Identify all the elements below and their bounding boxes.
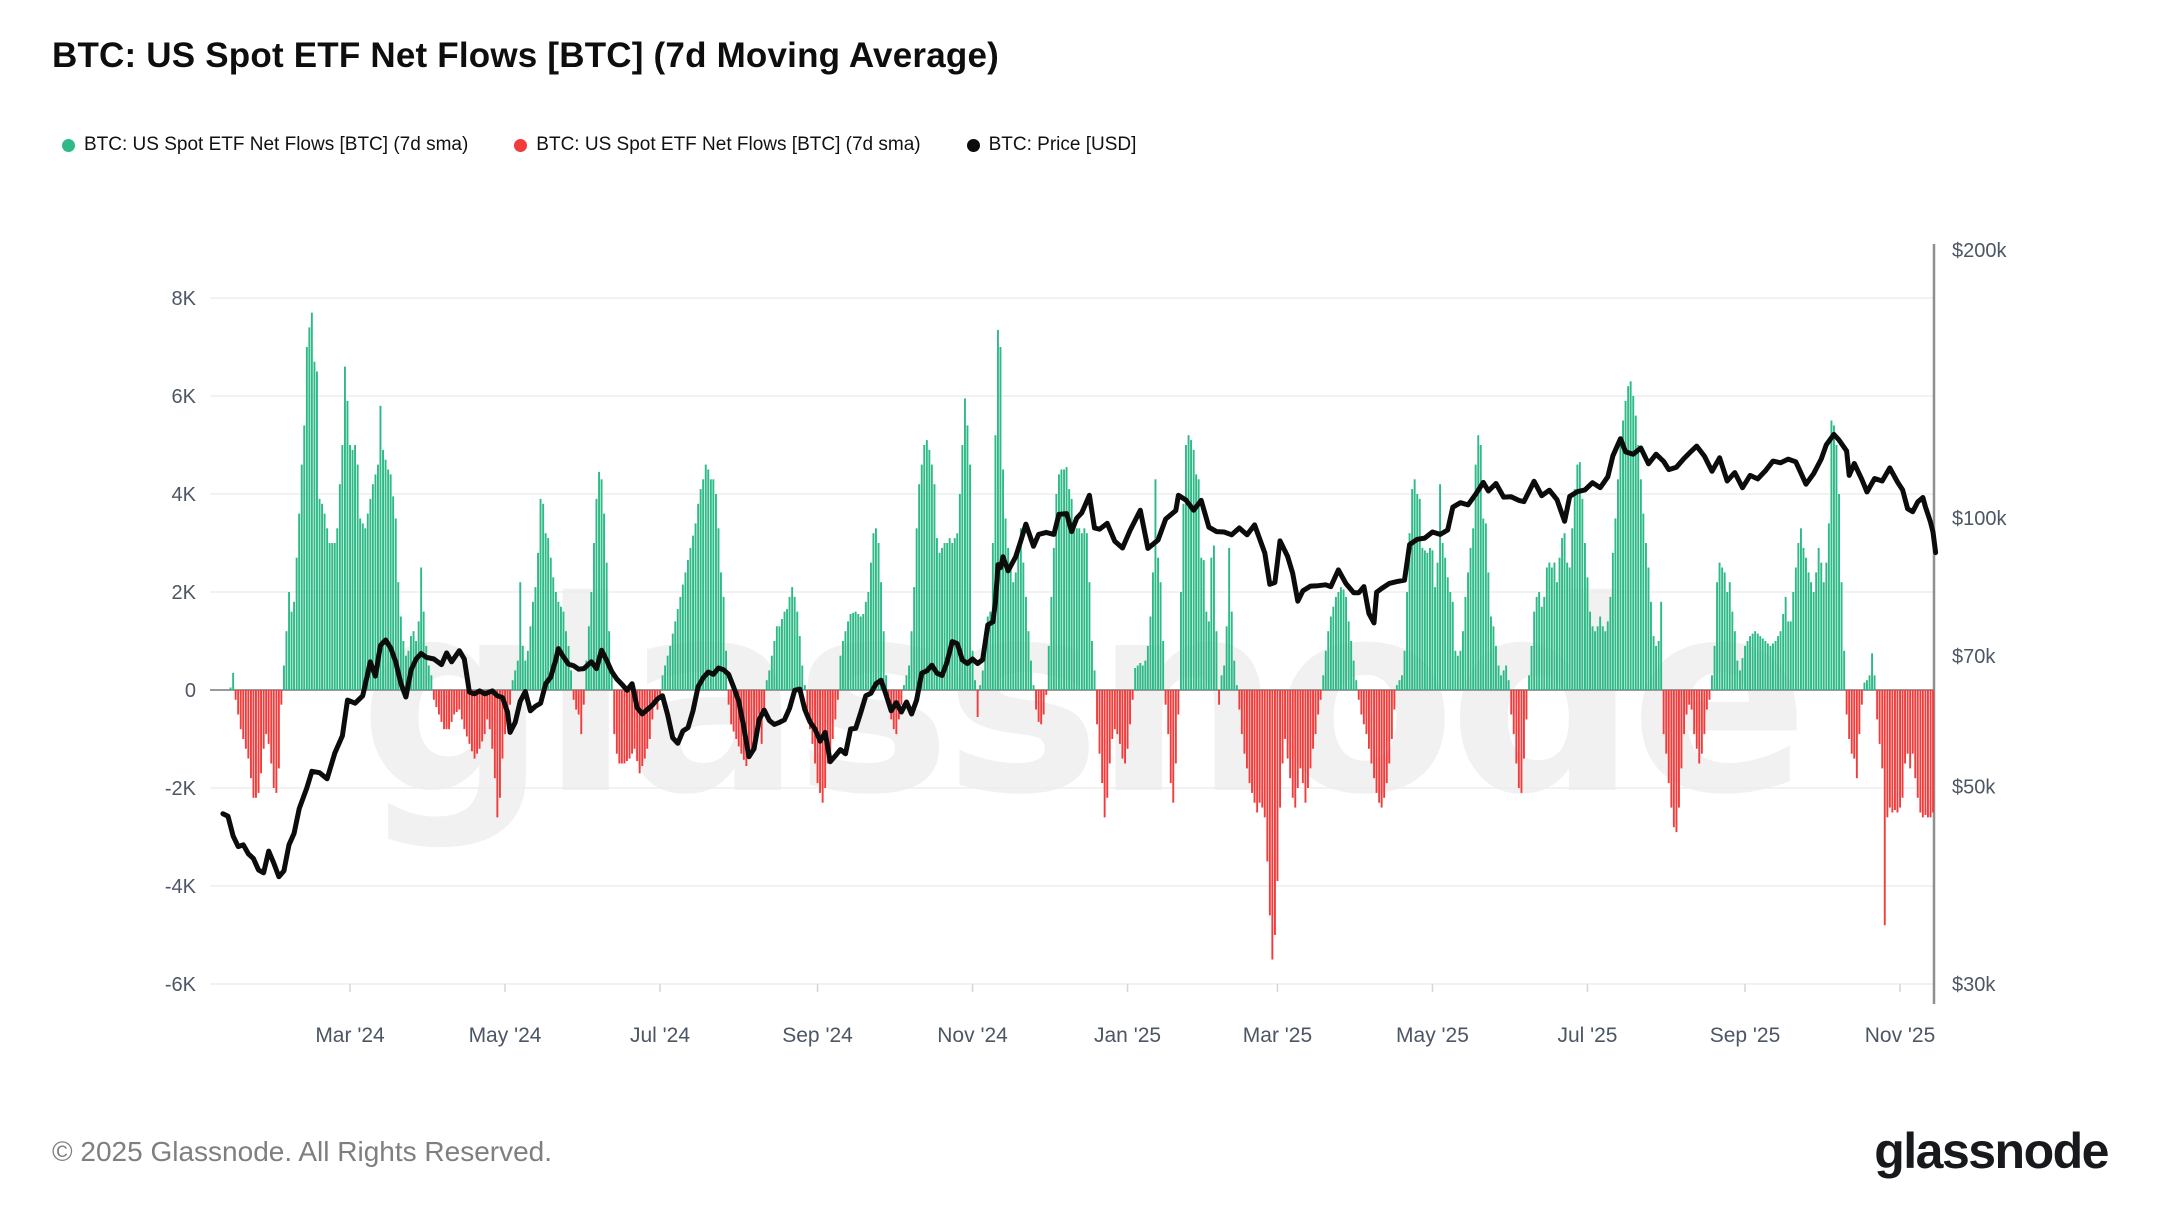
y-left-tick-label: -2K bbox=[165, 778, 197, 800]
y-left-tick-label: 4K bbox=[172, 484, 197, 506]
y-right-tick-label: $50k bbox=[1952, 776, 1996, 798]
x-axis-tick-label: Sep '25 bbox=[1710, 1024, 1781, 1047]
y-left-tick-label: 6K bbox=[172, 386, 197, 408]
x-axis-tick-label: Mar '25 bbox=[1243, 1024, 1312, 1047]
legend-dot-red-icon bbox=[514, 138, 528, 152]
price-line bbox=[220, 431, 1939, 880]
legend-dot-black-icon bbox=[966, 138, 980, 152]
y-right-tick-label: $70k bbox=[1952, 646, 1996, 668]
y-left-tick-label: 2K bbox=[172, 582, 197, 604]
copyright-notice: © 2025 Glassnode. All Rights Reserved. bbox=[52, 1136, 553, 1167]
x-axis-tick-label: Nov '25 bbox=[1865, 1024, 1936, 1047]
x-axis-tick-label: Jan '25 bbox=[1094, 1024, 1161, 1047]
x-axis-tick-label: Mar '24 bbox=[315, 1024, 385, 1047]
x-axis-tick-label: Nov '24 bbox=[937, 1024, 1008, 1047]
chart-legend: BTC: US Spot ETF Net Flows [BTC] (7d sma… bbox=[62, 134, 1136, 156]
x-axis-tick-label: Jul '25 bbox=[1557, 1024, 1617, 1047]
legend-item-netflows-positive[interactable]: BTC: US Spot ETF Net Flows [BTC] (7d sma… bbox=[62, 134, 468, 156]
y-right-tick-label: $200k bbox=[1952, 240, 2007, 262]
legend-item-price[interactable]: BTC: Price [USD] bbox=[966, 134, 1137, 156]
legend-dot-green-icon bbox=[62, 138, 75, 152]
y-left-tick-label: -4K bbox=[165, 876, 197, 898]
y-left-tick-label: 0 bbox=[185, 680, 196, 702]
y-left-tick-label: -6K bbox=[165, 974, 197, 996]
y-axis-left-labels: 8K 6K 4K 2K 0 -2K -4K -6K bbox=[165, 288, 197, 996]
y-axis-right-labels: $200k $100k $70k $50k $30k bbox=[1952, 240, 2007, 996]
x-axis-labels: Mar '24 May '24 Jul '24 Sep '24 Nov '24 Jan '… bbox=[315, 984, 1935, 1047]
y-left-tick-label: 8K bbox=[172, 288, 197, 310]
x-axis-tick-label: Sep '24 bbox=[782, 1024, 853, 1047]
flow-bars bbox=[229, 312, 1934, 960]
x-axis-tick-label: May '25 bbox=[1396, 1024, 1469, 1047]
glassnode-logo: glassnode bbox=[1874, 1123, 2109, 1179]
legend-label: BTC: US Spot ETF Net Flows [BTC] (7d sma… bbox=[84, 134, 469, 155]
legend-label: BTC: Price [USD] bbox=[988, 134, 1137, 155]
x-axis-tick-label: Jul '24 bbox=[630, 1024, 690, 1047]
page-title: BTC: US Spot ETF Net Flows [BTC] (7d Mov… bbox=[52, 36, 999, 75]
x-axis-tick-label: May '24 bbox=[469, 1024, 542, 1047]
y-right-tick-label: $100k bbox=[1952, 508, 2007, 530]
y-right-tick-label: $30k bbox=[1952, 974, 1996, 996]
legend-label: BTC: US Spot ETF Net Flows [BTC] (7d sma… bbox=[536, 134, 921, 155]
legend-item-netflows-negative[interactable]: BTC: US Spot ETF Net Flows [BTC] (7d sma… bbox=[514, 134, 921, 156]
